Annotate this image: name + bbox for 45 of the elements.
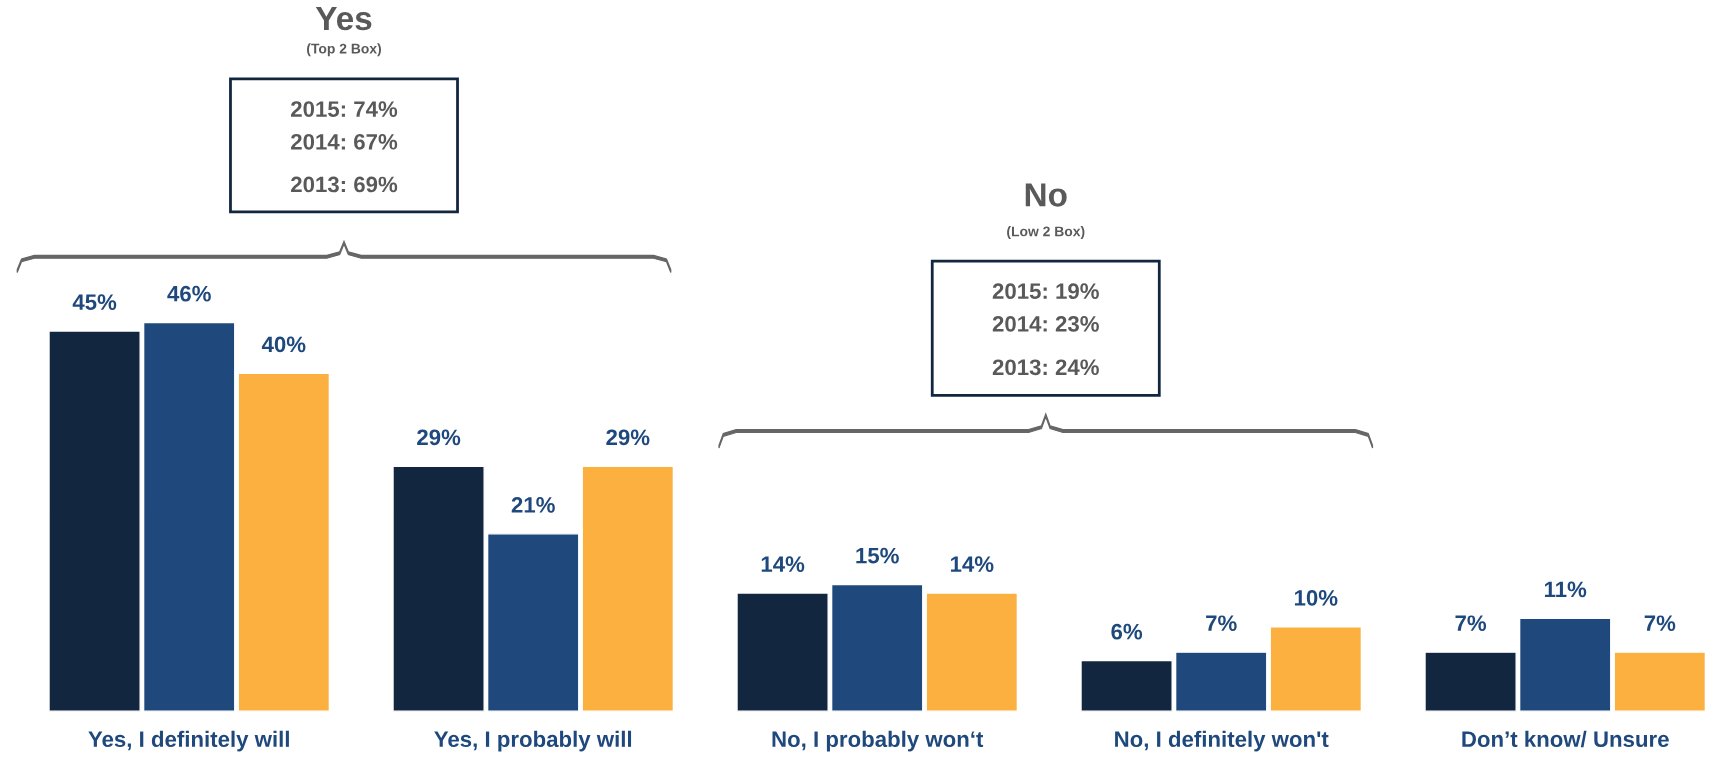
data-label: 40%	[261, 336, 306, 353]
data-label: 7%	[1455, 615, 1487, 632]
annotation: 2014: 23%	[992, 316, 1099, 332]
data-label: 14%	[950, 556, 994, 572]
data-label: 10%	[1294, 589, 1338, 606]
x-tick-label: Yes, I definitely will	[88, 730, 289, 752]
text: (Top 2 Box)	[307, 43, 381, 57]
data-label: 46%	[167, 285, 211, 302]
bar	[1174, 651, 1268, 712]
data-label: 29%	[417, 429, 461, 446]
x-tick-label: No, I probably won‘t	[772, 730, 984, 752]
text: No	[1025, 183, 1067, 207]
data-label: 7%	[1206, 615, 1237, 632]
annotation: 2013: 24%	[992, 359, 1099, 376]
data-label: 7%	[1644, 615, 1676, 632]
x-tick-label: Yes, I probably will	[434, 730, 632, 752]
text: Yes	[315, 7, 372, 31]
bar	[1424, 651, 1517, 712]
bar	[925, 592, 1019, 712]
x-tick-label: No, I definitely won't	[1115, 730, 1329, 752]
data-label: 6%	[1111, 623, 1143, 640]
data-label: 29%	[606, 429, 650, 446]
bar	[392, 465, 485, 712]
data-label: 14%	[761, 556, 805, 572]
bar	[1518, 617, 1612, 712]
text: 2015: 19%	[992, 283, 1099, 300]
bar	[237, 372, 331, 712]
bar	[830, 583, 924, 712]
bar	[1269, 626, 1363, 712]
bar	[736, 592, 829, 712]
bar	[1080, 659, 1173, 712]
bar	[486, 533, 580, 712]
data-label: 15%	[856, 547, 899, 564]
data-label: 21%	[511, 497, 555, 513]
text: 2014: 67%	[291, 133, 398, 150]
bar	[581, 465, 675, 712]
x-tick-label: Don’t know/ Unsure	[1462, 730, 1669, 748]
text: (Low 2 Box)	[1007, 226, 1085, 240]
bar	[142, 321, 236, 712]
bar	[48, 330, 141, 712]
text: 2015: 74%	[291, 101, 398, 117]
data-label: 11%	[1544, 581, 1587, 598]
bar	[1613, 651, 1707, 712]
data-label: 45%	[72, 294, 117, 310]
text: 2013: 69%	[291, 176, 398, 193]
